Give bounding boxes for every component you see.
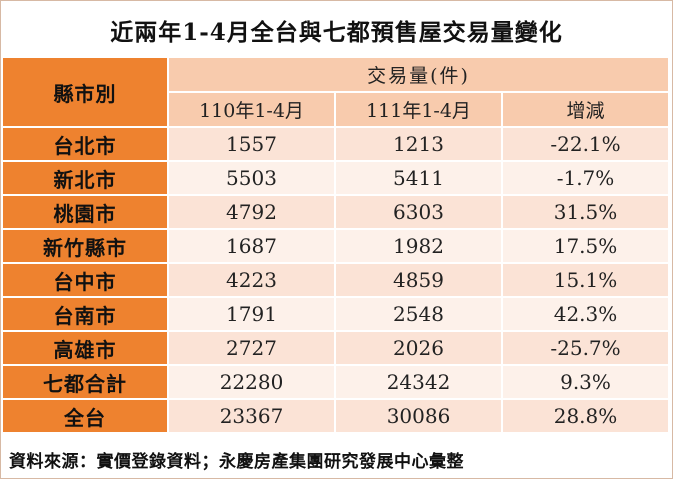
value-110-cell: 23367 xyxy=(169,400,336,434)
table-row: 桃園市 4792 6303 31.5% xyxy=(3,196,671,230)
value-110-cell: 1557 xyxy=(169,128,336,162)
header-110: 110年1-4月 xyxy=(169,93,336,128)
city-cell: 台南市 xyxy=(3,298,169,332)
value-111-cell: 1213 xyxy=(336,128,503,162)
table-title: 近兩年1-4月全台與七都預售屋交易量變化 xyxy=(110,18,563,46)
source-note: 資料來源：實價登錄資料；永慶房產集團研究發展中心彙整 xyxy=(9,452,464,472)
value-111-cell: 6303 xyxy=(336,196,503,230)
city-cell: 新北市 xyxy=(3,162,169,196)
value-110-cell: 1791 xyxy=(169,298,336,332)
table-row: 高雄市 2727 2026 -25.7% xyxy=(3,332,671,366)
value-110-cell: 4223 xyxy=(169,264,336,298)
change-cell: -22.1% xyxy=(503,128,671,162)
value-111-cell: 2026 xyxy=(336,332,503,366)
change-cell: -1.7% xyxy=(503,162,671,196)
table-row: 台南市 1791 2548 42.3% xyxy=(3,298,671,332)
change-cell: 9.3% xyxy=(503,366,671,400)
data-table: 縣市別 交易量(件) 110年1-4月 111年1-4月 增減 台北市 1557 1… xyxy=(3,58,671,434)
value-110-cell: 5503 xyxy=(169,162,336,196)
city-cell: 桃園市 xyxy=(3,196,169,230)
city-cell: 台中市 xyxy=(3,264,169,298)
table-row: 台北市 1557 1213 -22.1% xyxy=(3,128,671,162)
table-row: 新竹縣市 1687 1982 17.5% xyxy=(3,230,671,264)
change-cell: -25.7% xyxy=(503,332,671,366)
table-row: 全台 23367 30086 28.8% xyxy=(3,400,671,434)
change-cell: 31.5% xyxy=(503,196,671,230)
value-110-cell: 2727 xyxy=(169,332,336,366)
city-cell: 全台 xyxy=(3,400,169,434)
city-cell: 七都合計 xyxy=(3,366,169,400)
table-row: 新北市 5503 5411 -1.7% xyxy=(3,162,671,196)
value-111-cell: 30086 xyxy=(336,400,503,434)
value-111-cell: 4859 xyxy=(336,264,503,298)
header-change: 增減 xyxy=(503,93,671,128)
change-cell: 15.1% xyxy=(503,264,671,298)
value-110-cell: 22280 xyxy=(169,366,336,400)
value-110-cell: 4792 xyxy=(169,196,336,230)
change-cell: 17.5% xyxy=(503,230,671,264)
city-cell: 新竹縣市 xyxy=(3,230,169,264)
city-cell: 高雄市 xyxy=(3,332,169,366)
value-111-cell: 5411 xyxy=(336,162,503,196)
header-city: 縣市別 xyxy=(3,58,169,128)
change-cell: 42.3% xyxy=(503,298,671,332)
table-row: 台中市 4223 4859 15.1% xyxy=(3,264,671,298)
header-volume: 交易量(件) xyxy=(169,58,671,93)
value-111-cell: 2548 xyxy=(336,298,503,332)
value-110-cell: 1687 xyxy=(169,230,336,264)
table-body: 台北市 1557 1213 -22.1% 新北市 5503 5411 -1.7% 桃園市 4792… xyxy=(3,128,671,434)
value-111-cell: 24342 xyxy=(336,366,503,400)
value-111-cell: 1982 xyxy=(336,230,503,264)
change-cell: 28.8% xyxy=(503,400,671,434)
city-cell: 台北市 xyxy=(3,128,169,162)
table-row: 七都合計 22280 24342 9.3% xyxy=(3,366,671,400)
header-111: 111年1-4月 xyxy=(336,93,503,128)
